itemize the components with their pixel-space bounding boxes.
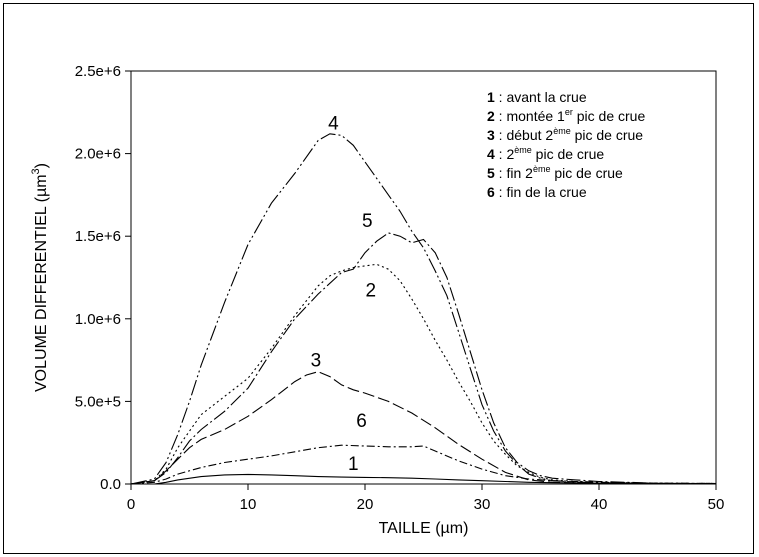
plot-area: [130, 70, 717, 485]
x-tick-label: 20: [357, 496, 374, 513]
curve-labels: 1 2 3 4 5 6: [311, 114, 377, 475]
legend-entry-3: 3 : début 2ème pic de crue: [487, 126, 643, 143]
x-tick-label: 30: [474, 496, 491, 513]
y-axis-title-superscript: 3: [30, 168, 42, 174]
legend-number: 2: [487, 108, 495, 124]
legend-text: : début 2: [495, 127, 554, 143]
x-axis: 0 10 20 30 40 50: [127, 484, 725, 513]
x-tick-label: 50: [708, 496, 725, 513]
plot-border: [130, 70, 717, 485]
legend-text: : fin 2: [495, 165, 533, 181]
curve-label-2: 2: [366, 280, 377, 301]
series-line-2: [130, 263, 717, 485]
curve-label-3: 3: [311, 351, 322, 372]
curve-label-4: 4: [328, 114, 339, 135]
x-tick-label: 40: [591, 496, 608, 513]
series-layer: [130, 133, 717, 485]
y-tick-label: 1.0e+6: [75, 311, 121, 328]
chart-frame: [3, 3, 754, 554]
legend-number: 1: [487, 89, 495, 105]
legend-superscript: ème: [533, 164, 551, 174]
legend-entry-6: 6 : fin de la crue: [487, 184, 587, 200]
y-axis-title-main: VOLUME DIFFERENTIEL (µm: [33, 174, 50, 392]
curve-label-6: 6: [356, 411, 367, 432]
legend-text-end: pic de crue: [573, 108, 646, 124]
legend-text: : avant la crue: [495, 89, 587, 105]
legend-text-end: pic de crue: [550, 165, 623, 181]
y-axis: 0.0 5.0e+5 1.0e+6 1.5e+6 2.0e+6 2.5e+6: [75, 63, 131, 493]
y-tick-label: 5.0e+5: [75, 393, 121, 410]
legend-superscript: ème: [514, 145, 532, 155]
series-line-6: [130, 444, 717, 485]
y-tick-label: 0.0: [100, 476, 121, 493]
y-axis-title-end: ): [33, 163, 50, 168]
legend-entry-4: 4 : 2ème pic de crue: [487, 145, 604, 162]
legend-number: 6: [487, 184, 495, 200]
series-line-1: [131, 473, 717, 485]
legend-entry-2: 2 : montée 1er pic de crue: [487, 107, 645, 124]
series-line-4: [130, 133, 717, 485]
legend-text: : fin de la crue: [495, 184, 587, 200]
x-tick-label: 10: [240, 496, 257, 513]
legend-number: 4: [487, 146, 495, 162]
legend-text: : 2: [495, 146, 515, 162]
x-tick-label: 0: [127, 496, 135, 513]
legend-text-end: pic de crue: [571, 127, 644, 143]
series-line-3: [130, 371, 717, 485]
y-tick-label: 2.0e+6: [75, 146, 121, 163]
legend-superscript: er: [565, 107, 573, 117]
series-line-5: [130, 232, 717, 485]
legend-number: 5: [487, 165, 495, 181]
y-tick-label: 2.5e+6: [75, 63, 121, 80]
y-tick-label: 1.5e+6: [75, 228, 121, 245]
legend-entry-1: 1 : avant la crue: [487, 89, 587, 105]
y-axis-title: VOLUME DIFFERENTIEL (µm3): [30, 163, 50, 392]
curve-label-5: 5: [362, 211, 373, 232]
legend-superscript: ème: [553, 126, 571, 136]
legend-number: 3: [487, 127, 495, 143]
x-axis-title: TAILLE (µm): [379, 520, 469, 537]
curve-label-1: 1: [348, 454, 359, 475]
legend-entry-5: 5 : fin 2ème pic de crue: [487, 164, 623, 181]
legend-text: : montée 1: [495, 108, 565, 124]
legend-text-end: pic de crue: [532, 146, 605, 162]
